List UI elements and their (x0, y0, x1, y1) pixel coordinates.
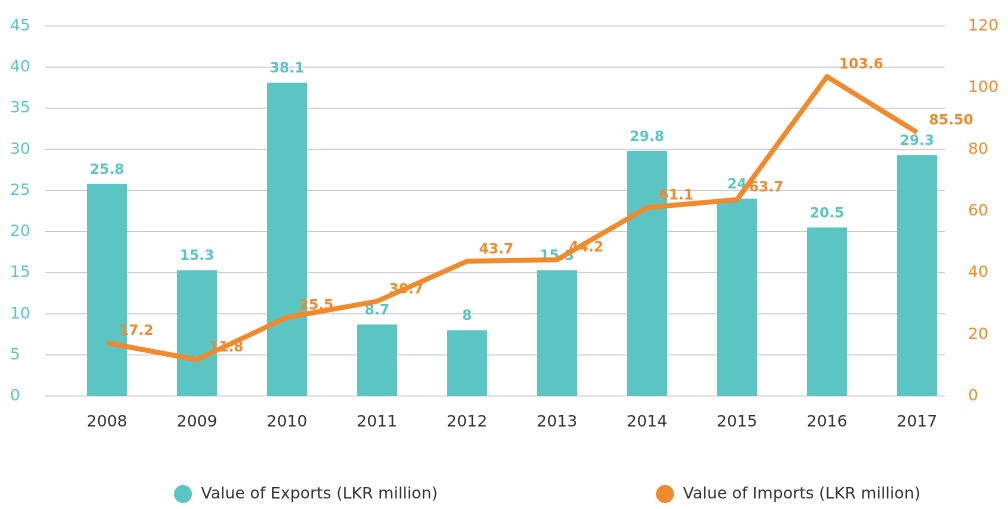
y2-tick-label: 100 (968, 77, 999, 96)
y2-tick-label: 40 (968, 262, 988, 281)
data-label: 63.7 (749, 180, 784, 196)
data-label: 103.6 (839, 57, 883, 73)
legend-swatch (174, 485, 192, 503)
bar (357, 324, 397, 396)
y-tick-label: 30 (10, 139, 30, 158)
x-tick-label: 2010 (267, 412, 308, 431)
data-label: 11.8 (209, 340, 244, 356)
data-label: 25.8 (90, 162, 125, 178)
bar (537, 270, 577, 396)
x-tick-label: 2011 (357, 412, 398, 431)
y2-tick-label: 60 (968, 201, 988, 220)
bar (267, 82, 307, 396)
y2-tick-label: 0 (968, 386, 978, 405)
data-label: 25.5 (299, 297, 334, 313)
data-label: 38.1 (270, 61, 305, 77)
bar (897, 155, 937, 396)
x-tick-label: 2008 (87, 412, 128, 431)
y-tick-label: 25 (10, 180, 30, 199)
x-tick-label: 2015 (717, 412, 758, 431)
bar (807, 227, 847, 396)
data-label: 43.7 (479, 241, 514, 257)
y-tick-label: 20 (10, 221, 30, 240)
data-label: 8.7 (365, 302, 390, 318)
data-label: 30.7 (389, 281, 424, 297)
bar (717, 198, 757, 396)
data-label: 29.8 (630, 129, 665, 145)
x-tick-label: 2012 (447, 412, 488, 431)
x-tick-label: 2013 (537, 412, 578, 431)
y-tick-label: 10 (10, 303, 30, 322)
y2-tick-label: 20 (968, 324, 988, 343)
data-label: 61.1 (659, 188, 694, 204)
legend-label: Value of Imports (LKR million) (683, 484, 920, 503)
x-tick-label: 2009 (177, 412, 218, 431)
y-tick-label: 5 (10, 344, 20, 363)
x-tick-label: 2017 (897, 412, 938, 431)
x-tick-label: 2014 (627, 412, 668, 431)
bar (447, 330, 487, 396)
bar (177, 270, 217, 396)
line (106, 74, 919, 363)
data-label: 17.2 (119, 323, 154, 339)
y2-tick-label: 120 (968, 16, 999, 35)
y-tick-label: 40 (10, 57, 30, 76)
legend-swatch (656, 485, 674, 503)
y-tick-label: 0 (10, 386, 20, 405)
data-label: 44.2 (569, 240, 604, 256)
data-label: 20.5 (810, 205, 845, 221)
data-label: 85.50 (929, 112, 974, 128)
y2-tick-label: 80 (968, 139, 988, 158)
x-tick-label: 2016 (807, 412, 848, 431)
bar (87, 183, 127, 396)
y-tick-label: 35 (10, 98, 30, 117)
legend-label: Value of Exports (LKR million) (201, 484, 438, 503)
y-tick-label: 15 (10, 262, 30, 281)
data-label: 8 (462, 308, 472, 324)
data-label: 15.3 (180, 248, 215, 264)
bar (627, 150, 667, 396)
y-tick-label: 45 (10, 16, 30, 35)
data-label: 29.3 (900, 133, 935, 149)
